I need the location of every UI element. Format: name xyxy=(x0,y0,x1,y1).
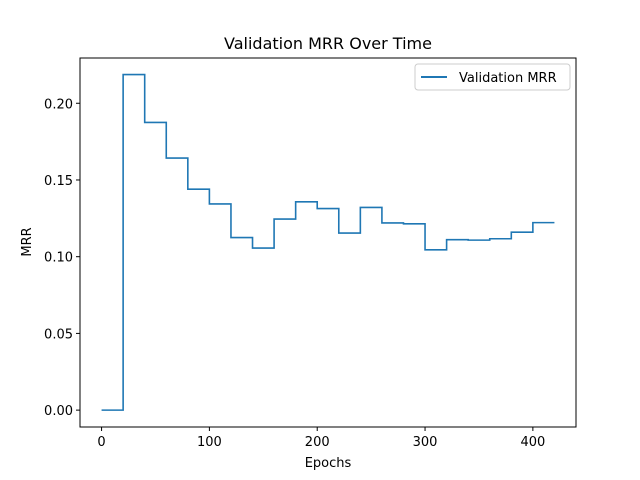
x-tick-label: 200 xyxy=(305,435,330,450)
legend-label: Validation MRR xyxy=(459,71,557,86)
series-line-0 xyxy=(101,73,555,411)
x-tick-label: 100 xyxy=(197,435,222,450)
y-axis-label: MRR xyxy=(20,227,35,256)
x-tick-label: 0 xyxy=(97,435,105,450)
y-tick-label: 0.05 xyxy=(44,327,73,342)
plot-area xyxy=(101,73,555,411)
plot-frame xyxy=(79,57,577,428)
legend-box xyxy=(414,63,571,91)
x-axis: 0 100 200 300 400 xyxy=(97,427,545,450)
y-tick-label: 0.15 xyxy=(44,174,73,189)
legend: Validation MRR xyxy=(414,63,571,91)
y-tick-label: 0.10 xyxy=(44,251,73,266)
y-tick-label: 0.00 xyxy=(44,404,73,419)
y-tick-label: 0.20 xyxy=(44,97,73,112)
chart-title: Validation MRR Over Time xyxy=(224,34,432,53)
x-tick-label: 300 xyxy=(413,435,438,450)
x-tick-label: 400 xyxy=(520,435,545,450)
y-axis: 0.00 0.05 0.10 0.15 0.20 xyxy=(44,97,80,419)
x-axis-label: Epochs xyxy=(305,456,352,471)
